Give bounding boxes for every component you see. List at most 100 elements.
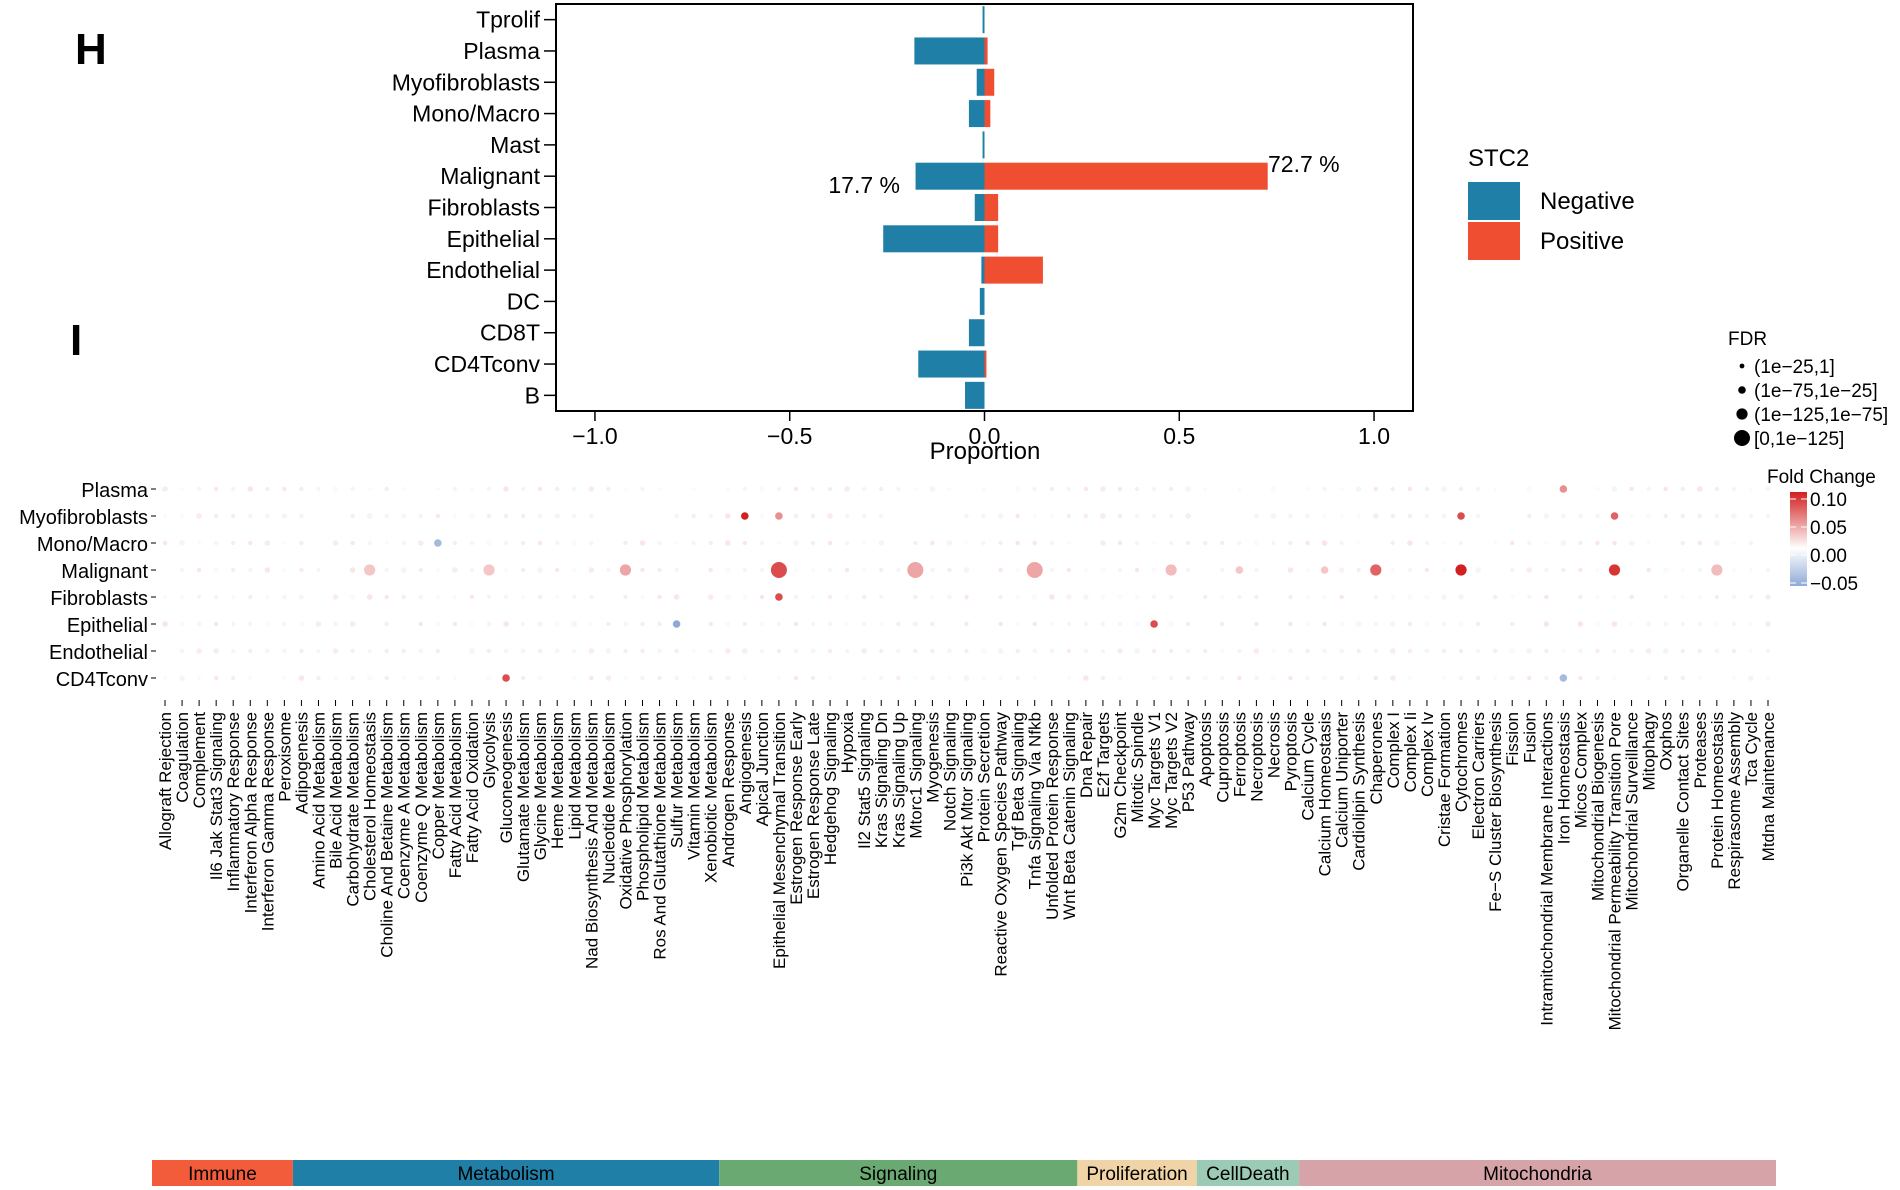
dot bbox=[896, 675, 901, 681]
dot bbox=[418, 567, 423, 573]
dot bbox=[469, 648, 475, 654]
dot bbox=[1100, 675, 1106, 681]
dot bbox=[1288, 540, 1293, 546]
dot bbox=[810, 675, 816, 681]
fdr-legend-label: (1e−125,1e−75] bbox=[1754, 405, 1888, 426]
dot bbox=[1271, 648, 1276, 654]
dot bbox=[913, 675, 918, 681]
dot bbox=[179, 648, 185, 654]
pathway-label: Coagulation bbox=[173, 712, 192, 803]
dot-significant bbox=[1457, 512, 1465, 520]
pathway-label: Oxphos bbox=[1657, 712, 1676, 771]
pathway-label: Micos Complex bbox=[1571, 712, 1590, 829]
dot bbox=[1527, 594, 1532, 600]
dot bbox=[179, 621, 185, 627]
dot bbox=[1748, 648, 1754, 654]
pathway-label: Bile Acid Metabolism bbox=[327, 712, 346, 869]
dot-significant bbox=[1455, 564, 1467, 576]
dot bbox=[316, 567, 321, 573]
dot bbox=[1237, 513, 1242, 519]
dot bbox=[264, 540, 271, 546]
dot bbox=[1083, 675, 1089, 681]
dot bbox=[1339, 648, 1344, 654]
dot bbox=[1134, 675, 1140, 681]
dot bbox=[1356, 648, 1361, 654]
dot bbox=[435, 594, 441, 600]
pathway-label: Nad Biosynthesis And Metabolism bbox=[582, 712, 601, 969]
dot bbox=[265, 513, 270, 519]
dot bbox=[1270, 513, 1277, 519]
dot bbox=[469, 594, 475, 600]
dot bbox=[827, 513, 833, 519]
category-label: Tprolif bbox=[476, 7, 541, 33]
dot bbox=[997, 513, 1004, 519]
dot bbox=[1578, 513, 1583, 519]
bar-positive bbox=[984, 350, 987, 378]
pathway-label: Epithelial Mesenchymal Transition bbox=[770, 712, 789, 969]
dot bbox=[1527, 513, 1532, 519]
legend-title: STC2 bbox=[1468, 145, 1529, 172]
group-bar-celldeath bbox=[1196, 1160, 1300, 1186]
dot bbox=[316, 513, 321, 519]
dot bbox=[896, 540, 901, 546]
dot bbox=[401, 621, 406, 627]
dot bbox=[998, 675, 1003, 681]
dot bbox=[896, 513, 901, 519]
legend-swatch-positive bbox=[1468, 222, 1520, 260]
dot-significant bbox=[1165, 564, 1177, 576]
dot bbox=[657, 513, 662, 519]
dot bbox=[1253, 540, 1260, 546]
dot bbox=[299, 513, 304, 519]
dot bbox=[333, 567, 338, 573]
dot bbox=[1628, 675, 1635, 681]
dot bbox=[998, 540, 1003, 546]
pathway-label: Xenobiotic Metabolism bbox=[702, 712, 721, 883]
dot bbox=[1032, 513, 1037, 519]
dot bbox=[1578, 675, 1583, 681]
panel-label-i: I bbox=[70, 316, 82, 365]
pathway-label: Coenzyme Q Metabolism bbox=[412, 712, 431, 903]
dot bbox=[418, 621, 423, 627]
dot bbox=[810, 621, 816, 627]
dot bbox=[486, 513, 492, 519]
dot bbox=[1714, 513, 1720, 519]
dot bbox=[503, 513, 509, 519]
dot bbox=[793, 675, 799, 681]
dot bbox=[452, 648, 458, 654]
dot bbox=[162, 675, 168, 681]
dot bbox=[469, 513, 475, 519]
pathway-label: Cytochromes bbox=[1452, 712, 1471, 812]
dot bbox=[1714, 648, 1720, 654]
dot bbox=[366, 675, 373, 681]
dot bbox=[1253, 648, 1260, 654]
dot bbox=[673, 594, 680, 600]
dot bbox=[1748, 567, 1754, 573]
dot bbox=[1049, 486, 1054, 492]
dot bbox=[401, 648, 406, 654]
dot bbox=[1510, 594, 1515, 600]
dot bbox=[1646, 675, 1651, 681]
category-label: B bbox=[525, 382, 540, 408]
dot bbox=[605, 648, 612, 654]
dot bbox=[690, 594, 697, 600]
dot bbox=[981, 486, 986, 492]
dot bbox=[776, 540, 782, 546]
dot bbox=[162, 648, 168, 654]
dot bbox=[742, 594, 748, 600]
dot bbox=[1203, 540, 1208, 546]
dot bbox=[384, 621, 389, 627]
dot bbox=[1475, 540, 1481, 546]
row-label: Myofibroblasts bbox=[19, 507, 148, 529]
dot bbox=[299, 621, 304, 627]
dot bbox=[350, 648, 355, 654]
dot bbox=[1220, 594, 1225, 600]
dot bbox=[930, 540, 935, 546]
dot bbox=[1544, 648, 1549, 654]
bar-positive bbox=[984, 194, 999, 221]
dot bbox=[469, 540, 475, 546]
dot bbox=[1731, 675, 1737, 681]
dot bbox=[231, 594, 236, 600]
dot bbox=[1134, 540, 1140, 546]
dot bbox=[1305, 540, 1310, 546]
dot bbox=[1288, 675, 1293, 681]
